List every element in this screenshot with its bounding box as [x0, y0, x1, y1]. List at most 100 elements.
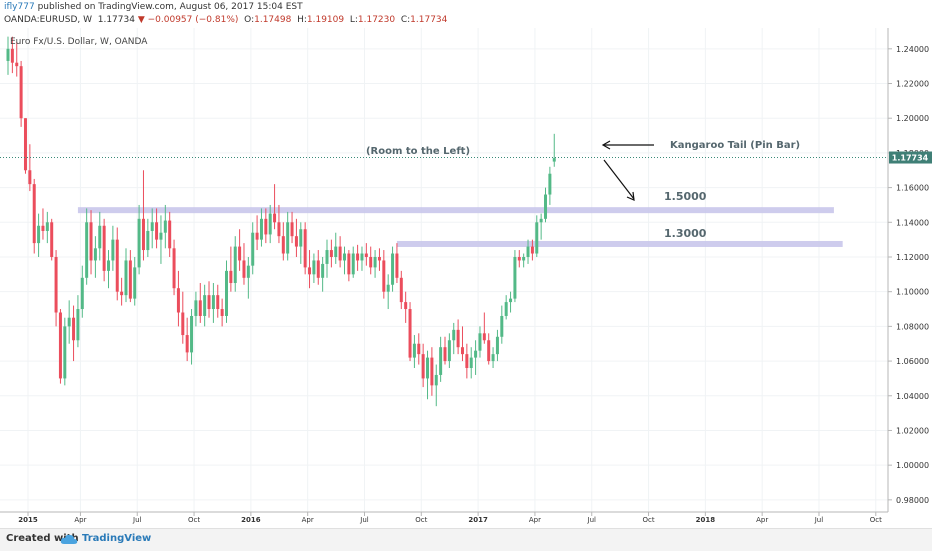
candle-bullish [93, 236, 97, 278]
current-price-value: 1.17734 [892, 154, 929, 163]
candle-bullish [439, 336, 443, 382]
candle-body [15, 62, 19, 67]
candle-bearish [482, 312, 486, 344]
candle-body [456, 329, 460, 348]
candle-body [482, 333, 486, 341]
candle-body [93, 248, 97, 261]
candle-bearish [216, 284, 220, 318]
y-tick-label: 1.14000 [896, 218, 929, 227]
candle-body [303, 229, 307, 268]
created-with-label: Created with [6, 533, 79, 544]
candle-body [211, 295, 215, 310]
candle-bearish [421, 343, 425, 388]
candle-bearish [89, 210, 93, 275]
candle-body [478, 333, 482, 351]
candle-bullish [133, 256, 137, 306]
candle-body [163, 220, 167, 233]
candle-bullish [360, 246, 364, 271]
candle-bullish [495, 329, 499, 362]
candle-bullish [434, 364, 438, 407]
candle-bearish [408, 302, 412, 362]
y-tick-label: 0.98000 [896, 496, 929, 505]
candle-body [72, 317, 76, 341]
candle-bullish [386, 274, 390, 310]
candle-body [137, 218, 141, 268]
candle-body [181, 312, 185, 336]
candle-bearish [102, 218, 106, 282]
candle-body [460, 347, 464, 355]
y-tick-label: 1.10000 [896, 288, 929, 297]
candle-bullish [412, 335, 416, 369]
close-label: C: [400, 15, 411, 25]
candle-body [150, 222, 154, 231]
candle-body [421, 354, 425, 379]
zone-band [77, 207, 834, 214]
candle-body [469, 357, 473, 369]
candle-bearish [277, 204, 281, 244]
price-axis: 1.240001.220001.200001.180001.160001.140… [888, 45, 929, 505]
price-chart[interactable]: (Room to the Left) Kangaroo Tail (Pin Ba… [0, 0, 932, 528]
candle-bullish [544, 187, 548, 223]
x-tick-label: Apr [529, 516, 541, 524]
candle-body [6, 48, 10, 61]
candle-bearish [128, 250, 132, 303]
candle-bullish [203, 284, 207, 327]
candle-bullish [391, 246, 395, 292]
candle-body [264, 218, 268, 235]
zone-upper-label: 1.5000 [664, 190, 707, 203]
down-arrow-icon: ▼ [137, 15, 145, 25]
candle-bullish [535, 215, 539, 257]
high-value: 1.19109 [306, 15, 345, 25]
candle-body [347, 253, 351, 275]
candle-bearish [155, 208, 159, 249]
x-tick-label: Oct [415, 516, 427, 524]
candle-bearish [58, 309, 62, 384]
candle-bearish [238, 229, 242, 271]
candle-body [530, 246, 534, 254]
y-tick-label: 1.20000 [896, 114, 929, 123]
x-tick-label: Oct [188, 516, 200, 524]
candle-bullish [85, 208, 89, 285]
time-axis: 2015 Apr Jul Oct 2016 Apr Jul Oct 2017 Apr Jul Oct 2… [18, 512, 882, 524]
candle-body [417, 343, 421, 355]
candle-body [544, 194, 548, 219]
change-value: −0.00957 (−0.81%) [147, 15, 239, 25]
tradingview-brand-link[interactable]: TradingView [82, 533, 152, 544]
candle-body [294, 236, 298, 247]
room-to-left-label: (Room to the Left) [366, 146, 470, 157]
y-tick-label: 1.24000 [896, 45, 929, 54]
zone-band [396, 240, 843, 247]
candle-bearish [54, 250, 58, 327]
candle-body [491, 354, 495, 362]
candle-body [120, 291, 124, 296]
candle-bearish [176, 270, 180, 327]
candle-bearish [19, 60, 23, 127]
candle-body [198, 300, 202, 316]
candle-body [382, 260, 386, 292]
author-name[interactable]: ifly777 [4, 2, 35, 12]
candle-body [399, 277, 403, 303]
candle-bullish [325, 239, 329, 278]
candle-bullish [474, 340, 478, 375]
symbol: OANDA:EURUSD, W [4, 15, 92, 25]
candle-body [185, 335, 189, 353]
low-value: 1.17230 [357, 15, 396, 25]
candle-body [19, 66, 23, 119]
zone-lower-label: 1.3000 [664, 227, 707, 240]
candle-bearish [530, 239, 534, 261]
candle-bearish [10, 36, 14, 74]
candle-bearish [23, 118, 27, 174]
candle-bearish [338, 236, 342, 268]
candle-bearish [460, 326, 464, 362]
ohlc-bar: OANDA:EURUSD, W 1.17734 ▼ −0.00957 (−0.8… [4, 15, 447, 25]
candle-body [404, 302, 408, 310]
x-tick-label: Jul [359, 516, 369, 524]
candle-bearish [399, 270, 403, 310]
candle-body [107, 260, 111, 271]
candle-bearish [15, 41, 19, 77]
candle-bearish [329, 239, 333, 268]
candle-bullish [299, 222, 303, 264]
candle-body [369, 256, 373, 268]
candle-bullish [146, 218, 150, 257]
candle-body [63, 326, 67, 379]
